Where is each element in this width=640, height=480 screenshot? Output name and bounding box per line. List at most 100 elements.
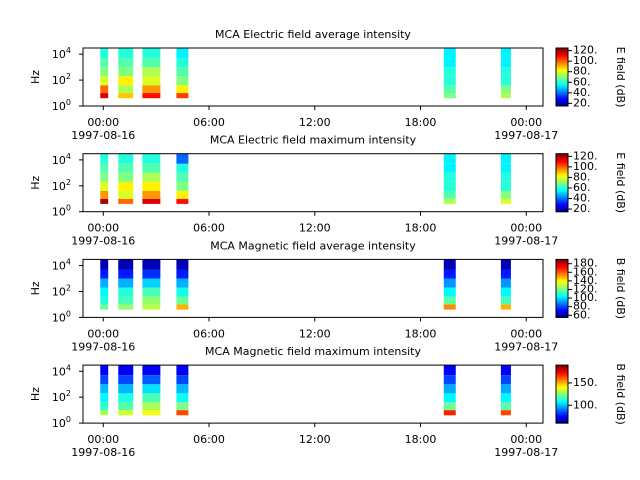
date-label: 1997-08-16	[71, 129, 135, 142]
colorbar-swatch	[556, 91, 568, 94]
colorbar-swatch	[556, 259, 568, 262]
spectrogram-cell	[176, 375, 189, 385]
spectrogram-cell	[500, 384, 511, 394]
spectrogram-cell	[118, 190, 134, 199]
colorbar-swatch	[556, 185, 568, 188]
spectrogram-cell	[142, 375, 161, 385]
colorbar-swatch	[556, 171, 568, 174]
colorbar-swatch	[556, 87, 568, 90]
spectrogram-cell	[118, 287, 134, 297]
colorbar-swatch	[556, 90, 568, 92]
spectrogram-cell	[100, 181, 109, 191]
colorbar-tick-label: 40.	[573, 192, 591, 205]
spectrogram-cell	[100, 365, 109, 376]
spectrogram-cell	[443, 402, 456, 411]
colorbar-swatch	[556, 414, 568, 417]
colorbar-swatch	[556, 172, 568, 175]
y-tick-label: 102	[52, 72, 71, 88]
spectrogram-cell	[176, 393, 189, 403]
spectrogram-cell	[443, 296, 456, 305]
spectrogram-cell	[500, 172, 511, 182]
panel-title: MCA Magnetic field maximum intensity	[205, 345, 421, 358]
x-tick-label: 18:00	[405, 116, 437, 129]
colorbar-swatch	[556, 98, 568, 101]
x-tick-label: 06:00	[193, 116, 225, 129]
spectrogram-cell	[100, 269, 109, 279]
spectrogram-cell	[443, 172, 456, 182]
colorbar-tick-label: 100.	[573, 291, 598, 304]
y-tick-power: 4	[66, 151, 71, 160]
y-tick-power: 0	[66, 309, 71, 318]
colorbar-swatch	[556, 153, 568, 156]
spectrogram-cell	[100, 304, 109, 310]
colorbar-swatch	[556, 313, 568, 315]
colorbar-swatch	[556, 366, 568, 369]
y-tick-label: 100	[52, 203, 71, 219]
spectrogram-cell	[100, 58, 109, 68]
spectrogram-cell	[118, 172, 134, 182]
y-tick-power: 0	[66, 203, 71, 212]
colorbar-tick-label: 80.	[573, 170, 591, 183]
colorbar-swatch	[556, 370, 568, 373]
colorbar-swatch	[556, 158, 568, 160]
spectrogram-cell	[100, 402, 109, 411]
colorbar-swatch	[556, 289, 568, 292]
spectrogram-cell	[142, 163, 161, 173]
spectrogram-cell	[176, 48, 189, 59]
colorbar-swatch	[556, 203, 568, 205]
colorbar-swatch	[556, 407, 568, 410]
colorbar-swatch	[556, 279, 568, 282]
spectrogram-cell	[443, 85, 456, 94]
colorbar-swatch	[556, 95, 568, 98]
panel-title: MCA Electric field maximum intensity	[210, 134, 417, 147]
spectrogram-cell	[118, 58, 134, 68]
y-tick-label: 102	[52, 283, 71, 299]
spectrogram-cell	[118, 181, 134, 191]
spectrogram-cell	[443, 163, 456, 173]
colorbar-swatch	[556, 365, 568, 368]
spectrogram-cell	[142, 153, 161, 164]
spectrogram-cell	[100, 198, 109, 204]
spectrogram-cell	[100, 67, 109, 77]
spectrogram-cell	[142, 278, 161, 288]
date-label: 1997-08-16	[71, 235, 135, 248]
y-tick-base: 10	[52, 180, 66, 193]
colorbar-swatch	[556, 163, 568, 166]
spectrogram-cell	[118, 393, 134, 403]
spectrogram-cell	[443, 259, 456, 270]
panel-title: MCA Magnetic field average intensity	[210, 239, 416, 252]
colorbar-swatch	[556, 160, 568, 163]
colorbar-swatch	[556, 389, 568, 392]
spectrogram-cell	[142, 269, 161, 279]
spectrogram-cell	[176, 304, 189, 310]
colorbar-swatch	[556, 295, 568, 298]
colorbar-swatch	[556, 305, 568, 308]
spectrogram-cell	[118, 85, 134, 94]
colorbar-swatch	[556, 420, 568, 423]
colorbar-swatch	[556, 184, 568, 187]
spectrogram-cell	[500, 402, 511, 411]
spectrogram-cell	[176, 58, 189, 68]
x-tick-label: 00:00	[510, 327, 542, 340]
colorbar-swatch	[556, 97, 568, 100]
colorbar-tick-label: 120.	[573, 282, 598, 295]
colorbar-swatch	[556, 417, 568, 420]
colorbar-swatch	[556, 205, 568, 208]
colorbar-swatch	[556, 266, 568, 269]
colorbar-swatch	[556, 181, 568, 184]
y-tick-label: 102	[52, 177, 71, 193]
colorbar-swatch	[556, 397, 568, 399]
colorbar-swatch	[556, 194, 568, 197]
colorbar-swatch	[556, 291, 568, 294]
spectrogram-cell	[100, 296, 109, 305]
colorbar-tick-label: 80.	[573, 65, 591, 78]
colorbar-swatch	[556, 412, 568, 415]
colorbar-swatch	[556, 159, 568, 162]
spectrogram-cell	[500, 58, 511, 68]
x-tick-label: 00:00	[87, 433, 119, 446]
colorbar-swatch	[556, 72, 568, 75]
colorbar-tick-label: 100.	[573, 54, 598, 67]
spectrogram-cell	[176, 287, 189, 297]
y-tick-label: 104	[52, 257, 71, 273]
colorbar-swatch	[556, 103, 568, 106]
